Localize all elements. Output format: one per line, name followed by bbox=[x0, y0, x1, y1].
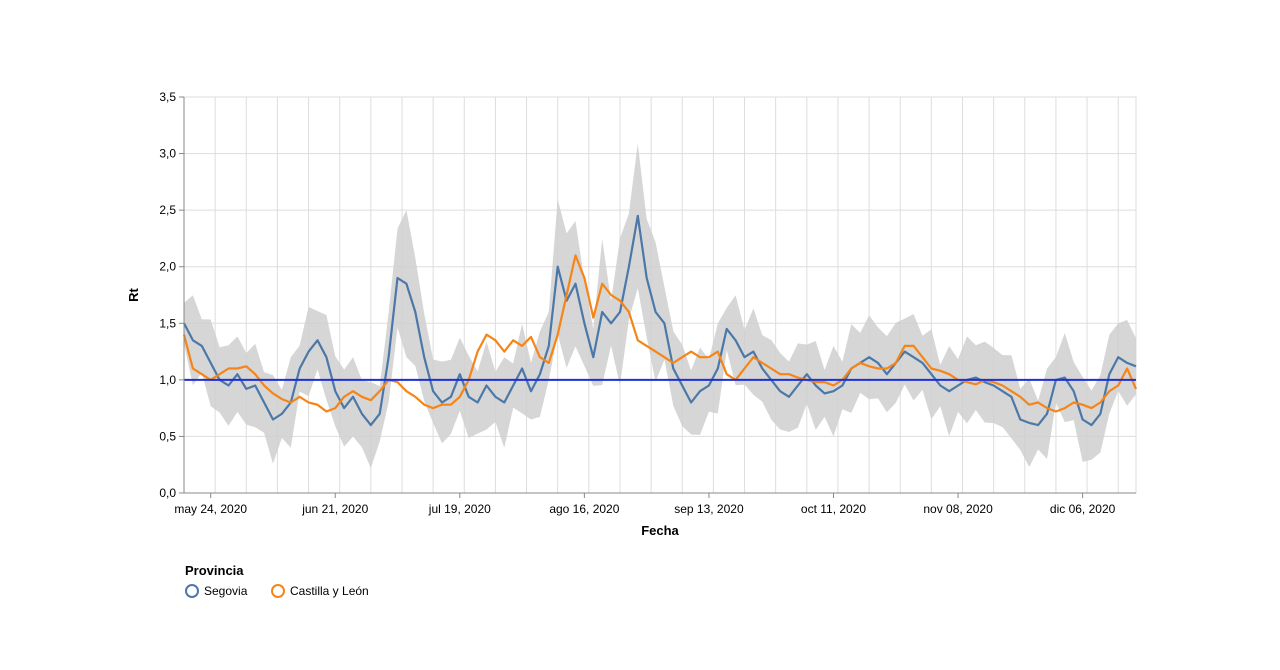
x-tick-label: jul 19, 2020 bbox=[428, 502, 491, 516]
x-tick-label: jun 21, 2020 bbox=[301, 502, 368, 516]
legend: Provincia Segovia Castilla y León bbox=[185, 563, 369, 598]
y-tick-label: 3,0 bbox=[159, 147, 176, 161]
legend-label-segovia: Segovia bbox=[204, 584, 248, 598]
x-tick-label: may 24, 2020 bbox=[174, 502, 247, 516]
y-tick-label: 1,0 bbox=[159, 373, 176, 387]
x-tick-label: sep 13, 2020 bbox=[674, 502, 744, 516]
legend-symbol-segovia bbox=[185, 584, 199, 598]
legend-label-castilla-y-leon: Castilla y León bbox=[290, 584, 369, 598]
confidence-band bbox=[184, 143, 1136, 469]
series-lines bbox=[182, 214, 1138, 427]
x-tick-label: oct 11, 2020 bbox=[801, 502, 866, 516]
chart-axes: 0,0 0,5 1,0 1,5 2,0 2,5 3,0 3,5 may 24, 2020 jun … bbox=[159, 90, 1136, 516]
y-tick-label: 2,5 bbox=[159, 203, 176, 217]
y-tick-label: 3,5 bbox=[159, 90, 176, 104]
y-tick-label: 2,0 bbox=[159, 260, 176, 274]
y-tick-label: 1,5 bbox=[159, 316, 176, 330]
x-tick-label: nov 08, 2020 bbox=[923, 502, 993, 516]
y-axis-title: Rt bbox=[126, 287, 141, 301]
x-tick-label: dic 06, 2020 bbox=[1050, 502, 1116, 516]
y-tick-label: 0,5 bbox=[159, 429, 176, 443]
x-tick-label: ago 16, 2020 bbox=[549, 502, 619, 516]
legend-symbol-castilla-y-leon bbox=[271, 584, 285, 598]
x-axis-title: Fecha bbox=[641, 523, 679, 538]
series-line-segovia bbox=[183, 214, 1137, 427]
legend-title: Provincia bbox=[185, 563, 244, 578]
confidence-band-area bbox=[184, 143, 1136, 469]
y-tick-label: 0,0 bbox=[159, 486, 176, 500]
series-line-castilla-y-leon bbox=[182, 254, 1138, 413]
